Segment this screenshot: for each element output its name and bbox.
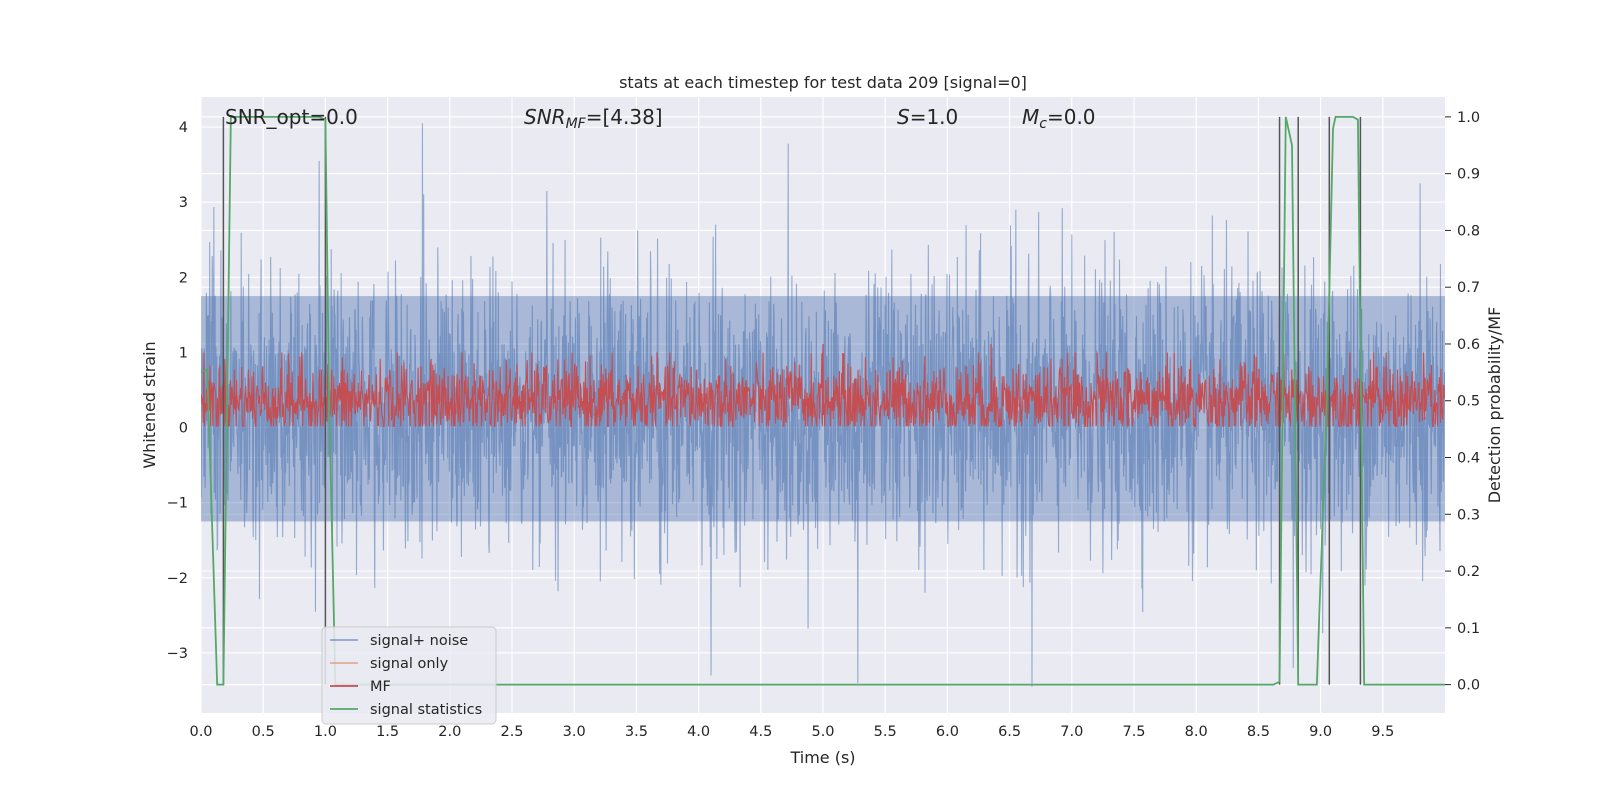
x-tick-label: 0.0: [189, 724, 212, 740]
annotation-mc: Mc=0.0: [1022, 105, 1096, 132]
x-tick-label: 6.5: [998, 724, 1021, 740]
chart-title: stats at each timestep for test data 209…: [619, 73, 1027, 92]
y-right-tick-label: 0.7: [1457, 280, 1480, 296]
y-right-tick-label: 0.8: [1457, 223, 1480, 239]
x-tick-label: 2.0: [438, 724, 461, 740]
y-right-tick-label: 0.3: [1457, 507, 1480, 523]
annotation-snr-opt: SNR_opt=0.0: [225, 105, 358, 129]
x-tick-label: 6.0: [936, 724, 959, 740]
series-signal-statistics: [201, 115, 1445, 686]
x-tick-label: 5.5: [874, 724, 897, 740]
y-left-tick-label: 0: [179, 421, 188, 437]
legend-label-signal-only: signal only: [370, 656, 449, 672]
x-tick-label: 2.5: [500, 724, 523, 740]
x-tick-label: 9.5: [1371, 724, 1394, 740]
legend-label-signal-statistics: signal statistics: [370, 702, 482, 718]
x-tick-label: 4.0: [687, 724, 710, 740]
x-tick-label: 5.0: [811, 724, 834, 740]
x-tick-label: 1.0: [314, 724, 337, 740]
x-tick-label: 4.5: [749, 724, 772, 740]
y-right-tick-label: 0.9: [1457, 167, 1480, 183]
y-right-tick-label: 0.5: [1457, 394, 1480, 410]
y-right-tick-label: 0.1: [1457, 621, 1480, 637]
y-left-tick-label: 3: [179, 195, 188, 211]
y-right-tick-label: 0.2: [1457, 564, 1480, 580]
y-left-tick-label: 1: [179, 345, 188, 361]
y-right-tick-label: 0.0: [1457, 678, 1480, 694]
y-left-tick-label: 4: [179, 120, 188, 136]
y-left-tick-label: −2: [167, 571, 188, 587]
y-left-tick-label: −1: [167, 496, 188, 512]
tick-labels: 0.0 0.5 1.0 1.5 2.0 2.5 3.0 3.5 4.0 4.5 5.0 5.5 6.0 6…: [167, 110, 1480, 740]
x-tick-label: 7.0: [1060, 724, 1083, 740]
y-right-tick-label: 0.4: [1457, 451, 1480, 467]
annotation-s: S=1.0: [897, 105, 958, 129]
y-right-tick-label: 0.6: [1457, 337, 1480, 353]
x-tick-label: 0.5: [252, 724, 275, 740]
x-tick-label: 9.0: [1309, 724, 1332, 740]
x-tick-label: 3.5: [625, 724, 648, 740]
legend-box: [321, 626, 497, 725]
y-right-tick-label: 1.0: [1457, 110, 1480, 126]
y-left-tick-label: −3: [167, 646, 188, 662]
annotation-snr-mf: SNRMF=[4.38]: [524, 105, 663, 132]
x-tick-label: 8.0: [1185, 724, 1208, 740]
y-left-tick-label: 2: [179, 270, 188, 286]
y-axis-label-left: Whitened strain: [140, 341, 159, 468]
x-axis-label: Time (s): [789, 748, 855, 767]
legend: signal+ noise signal only MF signal stat…: [321, 626, 497, 725]
x-tick-label: 7.5: [1122, 724, 1145, 740]
plot-area: [201, 115, 1445, 687]
x-tick-label: 1.5: [376, 724, 399, 740]
legend-label-mf: MF: [370, 679, 391, 695]
x-tick-label: 8.5: [1247, 724, 1270, 740]
y-axis-label-right: Detection probability/MF: [1485, 307, 1504, 504]
x-tick-label: 3.0: [563, 724, 586, 740]
legend-label-signal-noise: signal+ noise: [370, 633, 468, 649]
